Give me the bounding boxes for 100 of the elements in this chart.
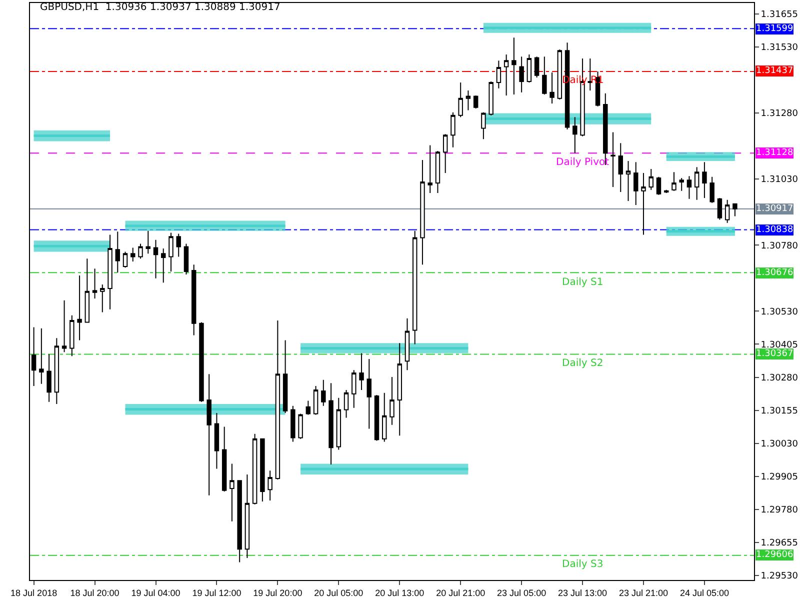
candlestick [450, 112, 456, 148]
x-tick-label: 23 Jul 13:00 [558, 588, 608, 598]
candlestick [70, 314, 74, 357]
candlestick [244, 474, 250, 559]
candlestick [146, 230, 150, 254]
ref-line-label: 1.29606 [756, 550, 794, 560]
candlestick [694, 166, 700, 200]
x-tick-label: 20 Jul 13:00 [375, 588, 424, 598]
candlestick [458, 82, 463, 118]
candlestick [252, 433, 258, 505]
candlestick [100, 284, 105, 313]
y-tick-label: 1.30530 [760, 307, 798, 318]
candlestick [724, 199, 730, 224]
y-tick-label: 1.31030 [760, 175, 798, 186]
candlestick [108, 234, 112, 310]
x-tick-label: 19 Jul 04:00 [131, 588, 180, 598]
candlestick [481, 112, 486, 140]
candlestick [557, 49, 562, 100]
candlestick [275, 320, 280, 480]
candlestick [344, 389, 349, 418]
candlestick [618, 142, 623, 192]
x-tick-label: 20 Jul 05:00 [314, 588, 364, 598]
y-tick-label: 1.31280 [760, 109, 798, 120]
y-tick-label: 1.30155 [760, 406, 798, 416]
candlestick [634, 162, 638, 206]
candlestick [191, 264, 196, 336]
candlestick [366, 358, 372, 430]
annotation: Daily S1 [562, 277, 604, 288]
candlestick [610, 132, 616, 188]
candlestick [222, 426, 227, 492]
candlestick [313, 385, 318, 416]
candlestick [466, 90, 471, 111]
candlestick [526, 54, 532, 84]
candlestick [62, 300, 67, 353]
candlestick [46, 354, 52, 402]
candlestick [298, 413, 303, 440]
candlestick [382, 392, 387, 442]
x-tick-label: 23 Jul 21:00 [618, 588, 668, 598]
candlestick [39, 328, 44, 384]
candlestick [168, 232, 174, 272]
candlestick [199, 322, 204, 402]
candlestick [626, 160, 631, 202]
candlestick [260, 438, 265, 502]
candlestick [237, 480, 242, 563]
candlestick [550, 72, 554, 104]
candlestick [412, 230, 418, 345]
candlestick [84, 258, 90, 323]
candlestick [686, 176, 692, 200]
candlestick [390, 376, 394, 426]
y-tick-label: 1.30405 [760, 340, 798, 350]
candlestick [282, 340, 288, 414]
candlestick [176, 233, 181, 258]
candlestick [397, 342, 402, 436]
y-tick-label: 1.29530 [760, 572, 798, 582]
y-tick-label: 1.30280 [760, 373, 798, 384]
candlestick [138, 243, 143, 260]
candlestick [77, 275, 82, 341]
candlestick [702, 162, 707, 199]
candlestick [359, 352, 364, 390]
candlestick [130, 247, 136, 262]
candlestick [656, 176, 662, 196]
candlestick [496, 60, 502, 89]
candlestick [92, 268, 98, 299]
annotation: Daily S3 [562, 559, 604, 570]
ref-line-label: 1.30676 [756, 268, 794, 278]
candlestick [442, 134, 448, 174]
candlestick [268, 470, 272, 501]
y-tick-label: 1.29780 [760, 506, 798, 516]
candlestick [115, 231, 120, 274]
candlestick [473, 95, 478, 109]
y-tick-label: 1.31530 [760, 43, 798, 54]
candlestick [648, 168, 654, 190]
candlestick [352, 370, 356, 408]
ref-line-label: 1.30917 [756, 204, 794, 214]
ref-line-label: 1.30367 [756, 349, 794, 359]
candlestick [534, 56, 540, 78]
y-tick-label: 1.29905 [760, 472, 798, 483]
candlestick [679, 177, 684, 192]
ref-line-label: 1.31437 [756, 66, 794, 76]
candlestick [153, 239, 158, 279]
candlestick [321, 379, 326, 406]
candlestick [206, 374, 212, 496]
ref-line-label: 1.30838 [756, 225, 794, 235]
candlestick [488, 81, 494, 116]
candlestick [184, 243, 189, 275]
candlestick [542, 56, 547, 95]
candlestick [214, 412, 220, 470]
candlestick [54, 338, 60, 404]
candlestick [161, 248, 166, 284]
annotation: Daily S2 [562, 358, 604, 369]
x-tick-label: 19 Jul 20:00 [253, 588, 302, 598]
candlestick [336, 397, 342, 450]
candlestick [306, 400, 311, 416]
candlestick [710, 176, 714, 204]
candlestick [732, 203, 738, 217]
candlestick [374, 394, 380, 442]
candlestick [519, 56, 524, 93]
candlestick [435, 150, 440, 194]
ref-line-label: 1.31128 [756, 148, 794, 158]
candlestick [672, 172, 676, 192]
